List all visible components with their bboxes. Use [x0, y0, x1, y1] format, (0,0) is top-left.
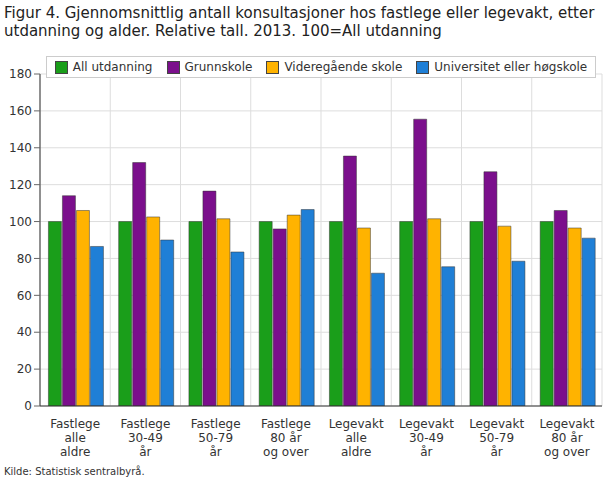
- html-text:Universitet eller høgskole: Universitet eller høgskole: [434, 60, 588, 74]
- svg-text:Legevaktallealdre: Legevaktallealdre: [329, 417, 384, 459]
- svg-text:160: 160: [9, 104, 32, 118]
- html-text:Kilde: Statistisk sentralbyrå.: Kilde: Statistisk sentralbyrå.: [4, 466, 145, 477]
- svg-text:Legevakt30-49år: Legevakt30-49år: [399, 417, 454, 459]
- svg-text:Fastlege30-49år: Fastlege30-49år: [120, 417, 170, 459]
- html-text:Grunnskole: Grunnskole: [184, 60, 253, 74]
- svg-text:Fastlege50-79år: Fastlege50-79år: [191, 417, 241, 459]
- svg-text:20: 20: [17, 362, 32, 376]
- svg-text:140: 140: [9, 141, 32, 155]
- svg-text:40: 40: [17, 325, 32, 339]
- html-text:Figur 4. Gjennomsnittlig antal: Figur 4. Gjennomsnittlig antall konsulta…: [4, 4, 595, 40]
- svg-text:180: 180: [9, 67, 32, 81]
- html-text:Videregående skole: Videregående skole: [284, 60, 403, 74]
- svg-text:Legevakt50-79år: Legevakt50-79år: [469, 417, 524, 459]
- svg-text:60: 60: [17, 289, 32, 303]
- svg-text:0: 0: [24, 399, 32, 413]
- svg-text:Fastlegeallealdre: Fastlegeallealdre: [50, 417, 100, 459]
- svg-text:Legevakt80 årog over: Legevakt80 årog over: [539, 417, 594, 459]
- svg-text:80: 80: [17, 252, 32, 266]
- svg-text:120: 120: [9, 178, 32, 192]
- svg-text:Fastlege80 årog over: Fastlege80 årog over: [261, 417, 311, 459]
- svg-text:100: 100: [9, 215, 32, 229]
- html-text:All utdanning: All utdanning: [72, 60, 153, 74]
